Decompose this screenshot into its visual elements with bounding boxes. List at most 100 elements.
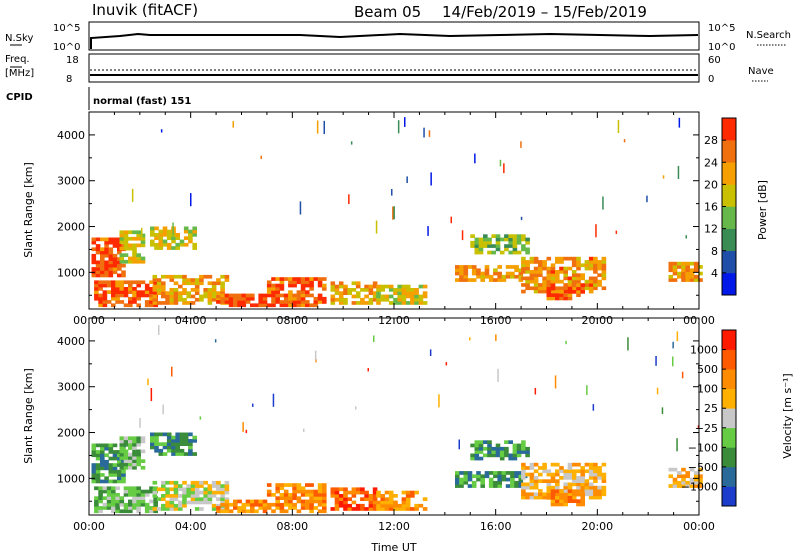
heatmap-cell [98,509,103,514]
heatmap-cell [584,279,590,284]
heatmap-cell [588,476,594,480]
heatmap-cell [207,497,213,501]
heatmap-cell [550,283,556,288]
heatmap-cell [194,507,200,511]
heatmap-cell [108,473,114,477]
heatmap-cell [567,276,573,281]
heatmap-cell [480,477,485,482]
heatmap-cell [211,484,217,488]
heatmap-cell [406,176,408,183]
heatmap-cell [149,287,154,291]
heatmap-cell [162,442,168,446]
heatmap-cell [438,394,440,408]
heatmap-cell [401,497,407,501]
heatmap-cell [567,296,573,301]
heatmap-cell [153,303,158,308]
heatmap-cell [525,466,530,470]
heatmap-cell [186,487,191,492]
heatmap-cell [538,283,543,287]
heatmap-cell [491,244,496,248]
heatmap-cell [521,270,526,274]
heatmap-cell [677,471,682,475]
heatmap-cell [119,259,125,264]
heatmap-cell [104,263,109,268]
heatmap-cell [459,265,464,269]
heatmap-cell [94,290,99,294]
heatmap-cell [161,487,166,492]
heatmap-cell [150,432,155,437]
heatmap-cell [100,453,105,458]
heatmap-cell [233,506,238,510]
heatmap-cell [266,506,272,510]
heatmap-cell [136,493,141,497]
colorbar-tick-label: 20 [704,178,718,191]
heatmap-cell [463,474,469,479]
heatmap-cell [576,279,581,284]
heatmap-cell [112,479,118,484]
heatmap-cell [428,130,431,137]
heatmap-cell [100,466,105,471]
heatmap-cell [128,436,133,441]
heatmap-cell [296,489,302,494]
heatmap-cell [550,293,556,297]
heatmap-cell [521,450,526,454]
heatmap-cell [550,266,556,271]
heatmap-cell [241,300,247,304]
heatmap-cell [100,260,105,265]
heatmap-cell [355,291,361,295]
heatmap-cell [108,263,114,268]
heatmap-cell [156,291,162,295]
heatmap-cell [220,288,225,292]
heatmap-cell [538,266,543,271]
heatmap-cell [470,244,475,248]
heatmap-cell [233,296,238,301]
heatmap-cell [119,240,125,244]
heatmap-cell [150,445,155,450]
heatmap-cell [376,294,381,299]
heatmap-cell [455,477,460,482]
heatmap-cell [668,265,674,269]
heatmap-cell [117,456,122,461]
heatmap-cell [571,273,577,277]
heatmap-cell [161,291,166,295]
heatmap-cell [140,256,146,261]
heatmap-cell [128,287,133,291]
colorbar-segment [722,427,736,448]
heatmap-cell [104,463,109,467]
heatmap-cell [533,485,539,490]
heatmap-cell [132,446,137,450]
heatmap-cell [132,250,137,254]
heatmap-cell [563,266,568,271]
heatmap-cell [588,462,594,467]
heatmap-cell [455,474,460,479]
heatmap-cell [144,303,150,308]
heatmap-cell [115,290,120,294]
heatmap-cell [376,297,381,302]
y-tick-label: 1000 [57,266,85,279]
heatmap-cell [334,494,340,498]
heatmap-cell [149,489,154,494]
velocity-ylabel: Slant Range [km] [22,368,35,464]
heatmap-cell [693,265,699,269]
heatmap-cell [123,293,129,298]
heatmap-cell [292,486,297,491]
heatmap-cell [559,469,564,474]
heatmap-cell [355,490,361,495]
heatmap-cell [689,477,695,482]
heatmap-cell [317,502,323,507]
heatmap-cell [567,476,573,480]
heatmap-cell [555,462,560,467]
heatmap-cell [514,268,519,273]
heatmap-cell [689,261,695,266]
heatmap-cell [305,283,310,288]
heatmap-cell [313,506,319,510]
heatmap-cell [100,250,105,255]
heatmap-cell [266,493,272,497]
heatmap-cell [112,473,118,477]
heatmap-cell [401,297,407,302]
heatmap-cell [542,469,547,474]
heatmap-cell [119,236,125,241]
heatmap-cell [245,502,251,507]
heatmap-cell [508,250,513,255]
heatmap-cell [542,279,547,284]
